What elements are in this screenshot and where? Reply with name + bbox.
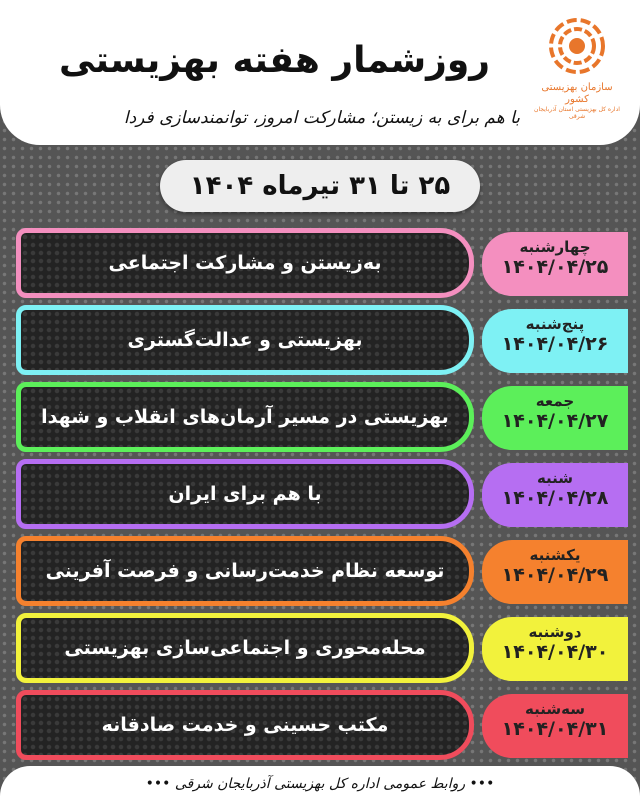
day-label: شنبه ۱۴۰۴/۰۴/۲۸: [482, 463, 628, 527]
day-theme: توسعه نظام خدمت‌رسانی و فرصت آفرینی: [16, 536, 474, 606]
day-row: محله‌محوری و اجتماعی‌سازی بهزیستی دوشنبه…: [16, 613, 628, 683]
day-date: ۱۴۰۴/۰۴/۲۶: [501, 333, 609, 355]
day-name: جمعه: [535, 392, 575, 410]
day-theme: با هم برای ایران: [16, 459, 474, 529]
day-label: سه‌شنبه ۱۴۰۴/۰۴/۳۱: [482, 694, 628, 758]
day-name: پنج‌شنبه: [525, 315, 585, 333]
day-row: بهزیستی در مسیر آرمان‌های انقلاب و شهدا …: [16, 382, 628, 452]
day-theme: بهزیستی و عدالت‌گستری: [16, 305, 474, 375]
day-name: یکشنبه: [529, 546, 581, 564]
day-name: دوشنبه: [528, 623, 582, 641]
day-label: دوشنبه ۱۴۰۴/۰۴/۳۰: [482, 617, 628, 681]
day-date: ۱۴۰۴/۰۴/۳۱: [501, 718, 609, 740]
day-date: ۱۴۰۴/۰۴/۳۰: [501, 641, 609, 663]
date-range: ۲۵ تا ۳۱ تیرماه ۱۴۰۴: [160, 160, 480, 212]
day-date: ۱۴۰۴/۰۴/۲۹: [501, 564, 609, 586]
day-date: ۱۴۰۴/۰۴/۲۵: [501, 256, 609, 278]
day-name: شنبه: [536, 469, 574, 487]
day-name: سه‌شنبه: [525, 700, 585, 718]
day-label: پنج‌شنبه ۱۴۰۴/۰۴/۲۶: [482, 309, 628, 373]
page-title: روزشمار هفته بهزیستی: [58, 40, 490, 81]
day-row: مکتب حسینی و خدمت صادقانه سه‌شنبه ۱۴۰۴/۰…: [16, 690, 628, 760]
day-theme: به‌زیستن و مشارکت اجتماعی: [16, 228, 474, 298]
day-theme: مکتب حسینی و خدمت صادقانه: [16, 690, 474, 760]
day-date: ۱۴۰۴/۰۴/۲۷: [501, 410, 609, 432]
day-row: بهزیستی و عدالت‌گستری پنج‌شنبه ۱۴۰۴/۰۴/۲…: [16, 305, 628, 375]
header: سازمان بهزیستی کشور اداره کل بهزیستی است…: [0, 0, 640, 145]
logo: سازمان بهزیستی کشور اداره کل بهزیستی است…: [532, 14, 622, 120]
footer: ••• روابط عمومی اداره کل بهزیستی آذربایج…: [0, 766, 640, 806]
day-theme: بهزیستی در مسیر آرمان‌های انقلاب و شهدا: [16, 382, 474, 452]
day-row: با هم برای ایران شنبه ۱۴۰۴/۰۴/۲۸: [16, 459, 628, 529]
day-row: به‌زیستن و مشارکت اجتماعی چهارشنبه ۱۴۰۴/…: [16, 228, 628, 298]
day-theme: محله‌محوری و اجتماعی‌سازی بهزیستی: [16, 613, 474, 683]
day-label: یکشنبه ۱۴۰۴/۰۴/۲۹: [482, 540, 628, 604]
day-label: چهارشنبه ۱۴۰۴/۰۴/۲۵: [482, 232, 628, 296]
day-date: ۱۴۰۴/۰۴/۲۸: [501, 487, 609, 509]
day-name: چهارشنبه: [519, 238, 591, 256]
day-row: توسعه نظام خدمت‌رسانی و فرصت آفرینی یکشن…: [16, 536, 628, 606]
slogan: با هم برای به زیستن؛ مشارکت امروز، توانم…: [123, 108, 520, 128]
flower-logo-icon: [549, 18, 605, 74]
day-label: جمعه ۱۴۰۴/۰۴/۲۷: [482, 386, 628, 450]
